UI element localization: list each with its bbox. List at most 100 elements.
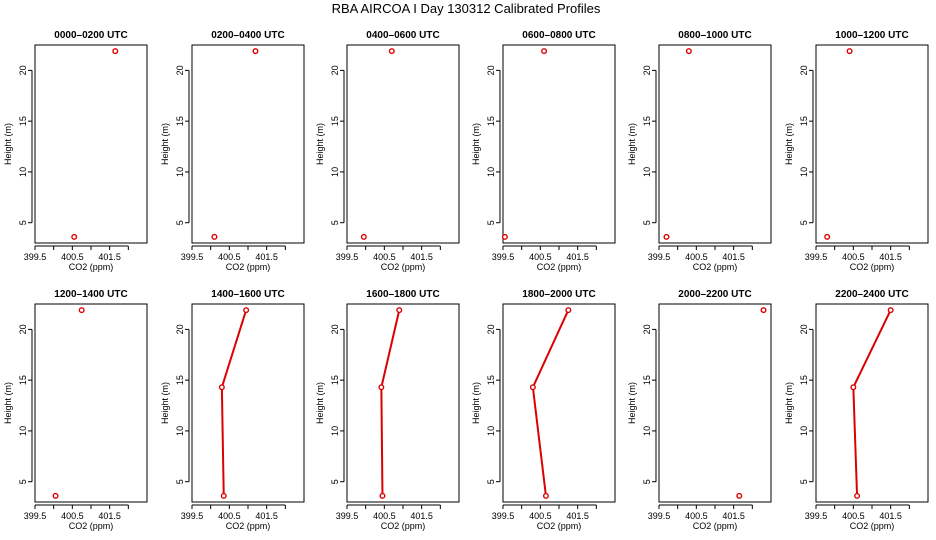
y-tick-label: 5 <box>18 220 28 225</box>
x-tick-label: 400.5 <box>373 252 396 262</box>
x-tick-label: 401.5 <box>255 511 278 521</box>
y-tick-label: 20 <box>642 324 652 334</box>
data-point <box>565 307 572 314</box>
plot-frame <box>502 303 616 503</box>
y-tick-label: 20 <box>330 65 340 75</box>
x-tick-label: 399.5 <box>336 511 359 521</box>
x-tick-label: 400.5 <box>218 252 241 262</box>
y-tick-label: 20 <box>799 65 809 75</box>
y-tick-label: 5 <box>799 479 809 484</box>
y-tick-label: 10 <box>642 167 652 177</box>
y-tick-label: 5 <box>486 479 496 484</box>
data-point <box>379 492 386 499</box>
plot-frame <box>658 303 772 503</box>
y-axis-label: Height (m) <box>627 382 637 424</box>
plot-frame <box>658 44 772 244</box>
x-tick-label: 400.5 <box>685 511 708 521</box>
profile-line <box>531 387 547 497</box>
panel-title: 0200–0400 UTC <box>211 30 284 41</box>
y-tick-label: 10 <box>642 426 652 436</box>
y-tick-label: 20 <box>486 65 496 75</box>
panel-title: 1000–1200 UTC <box>835 30 908 41</box>
data-point <box>378 384 385 391</box>
y-tick-label: 20 <box>18 65 28 75</box>
y-tick-label: 20 <box>18 324 28 334</box>
x-tick-label: 401.5 <box>410 252 433 262</box>
y-axis-label: Height (m) <box>160 382 170 424</box>
y-tick-label: 5 <box>642 220 652 225</box>
x-tick-label: 400.5 <box>842 511 865 521</box>
x-tick-label: 399.5 <box>181 252 204 262</box>
y-tick-label: 5 <box>642 479 652 484</box>
x-axis-label: CO2 (ppm) <box>69 521 114 531</box>
y-tick-label: 20 <box>799 324 809 334</box>
y-tick-label: 5 <box>330 220 340 225</box>
data-point <box>854 492 861 499</box>
panel-title: 1800–2000 UTC <box>522 289 595 300</box>
x-tick-label: 401.5 <box>879 511 902 521</box>
y-tick-label: 10 <box>799 167 809 177</box>
data-point <box>887 307 894 314</box>
x-axis-label: CO2 (ppm) <box>69 262 114 272</box>
y-tick-label: 15 <box>799 116 809 126</box>
y-tick-label: 20 <box>642 65 652 75</box>
plot-frame <box>34 303 148 503</box>
y-tick-label: 15 <box>486 116 496 126</box>
panel-title: 0800–1000 UTC <box>678 30 751 41</box>
data-point <box>220 492 227 499</box>
data-point <box>218 384 225 391</box>
y-tick-label: 15 <box>486 375 496 385</box>
y-axis-label: Height (m) <box>3 123 13 165</box>
x-tick-label: 401.5 <box>566 252 589 262</box>
panel-title: 1200–1400 UTC <box>54 289 127 300</box>
data-point <box>760 307 767 314</box>
data-point <box>388 48 395 55</box>
x-tick-label: 401.5 <box>98 511 121 521</box>
x-axis-label: CO2 (ppm) <box>693 521 738 531</box>
y-axis-label: Height (m) <box>784 382 794 424</box>
data-point <box>396 307 403 314</box>
plot-frame <box>191 44 305 244</box>
y-tick-label: 10 <box>486 426 496 436</box>
y-tick-label: 5 <box>175 220 185 225</box>
x-tick-label: 400.5 <box>61 511 84 521</box>
y-tick-label: 10 <box>330 426 340 436</box>
y-tick-label: 5 <box>18 479 28 484</box>
y-tick-label: 5 <box>486 220 496 225</box>
x-axis-label: CO2 (ppm) <box>226 262 271 272</box>
panel-title: 1600–1800 UTC <box>366 289 439 300</box>
x-tick-label: 401.5 <box>98 252 121 262</box>
panel-title: 2000–2200 UTC <box>678 289 751 300</box>
y-tick-label: 10 <box>175 167 185 177</box>
data-point <box>112 48 119 55</box>
x-tick-label: 401.5 <box>410 511 433 521</box>
plot-frame <box>191 303 305 503</box>
data-point <box>824 233 831 240</box>
y-tick-label: 15 <box>18 116 28 126</box>
y-tick-label: 20 <box>175 324 185 334</box>
figure-title: RBA AIRCOA I Day 130312 Calibrated Profi… <box>332 1 601 16</box>
x-tick-label: 399.5 <box>24 511 47 521</box>
y-tick-label: 10 <box>18 167 28 177</box>
data-point <box>846 48 853 55</box>
panel-title: 0400–0600 UTC <box>366 30 439 41</box>
x-tick-label: 400.5 <box>218 511 241 521</box>
y-tick-label: 20 <box>175 65 185 75</box>
y-axis-label: Height (m) <box>471 382 481 424</box>
data-point <box>252 48 259 55</box>
x-tick-label: 399.5 <box>181 511 204 521</box>
profile-line <box>531 309 570 388</box>
data-point <box>71 233 78 240</box>
